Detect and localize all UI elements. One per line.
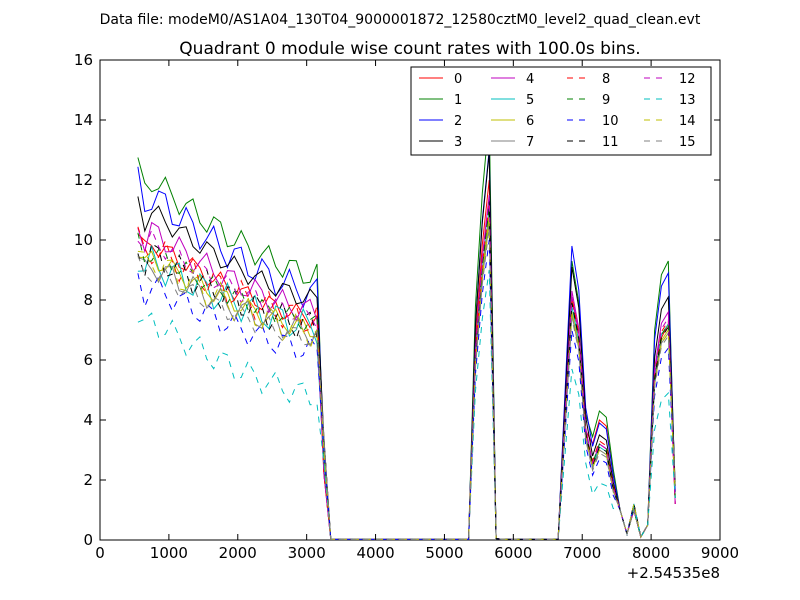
x-tick-label: 6000 — [494, 544, 532, 562]
x-tick-label: 7000 — [563, 544, 601, 562]
series-line-12 — [137, 197, 676, 540]
y-tick-label: 2 — [83, 471, 93, 489]
legend-label-0: 0 — [454, 72, 462, 87]
legend-label-10: 10 — [602, 114, 619, 129]
legend-label-2: 2 — [454, 114, 462, 129]
legend-label-13: 13 — [679, 93, 696, 108]
legend-label-15: 15 — [679, 135, 696, 150]
y-tick-label: 16 — [74, 51, 93, 69]
y-tick-label: 6 — [83, 351, 93, 369]
y-tick-label: 10 — [74, 231, 93, 249]
x-tick-label: 3000 — [288, 544, 326, 562]
legend-box — [410, 66, 712, 156]
legend-label-11: 11 — [602, 135, 619, 150]
legend-label-1: 1 — [454, 93, 462, 108]
legend-label-9: 9 — [602, 93, 610, 108]
legend-label-12: 12 — [679, 72, 696, 87]
x-tick-label: 0 — [95, 544, 105, 562]
x-tick-label: 8000 — [632, 544, 670, 562]
chart-title: Quadrant 0 module wise count rates with … — [179, 39, 640, 59]
y-tick-label: 0 — [83, 531, 93, 549]
tick-layer: 0 1000 2000 3000 4000 5000 6000 7000 8000 9000 0 2 4… — [74, 51, 739, 562]
x-offset-label: +2.54535e8 — [627, 564, 720, 582]
legend-label-14: 14 — [679, 114, 696, 129]
chart-suptitle: Data file: modeM0/AS1A04_130T04_90000018… — [100, 12, 701, 28]
series-line-15 — [137, 227, 676, 540]
legend-label-6: 6 — [526, 114, 534, 129]
legend-label-3: 3 — [454, 135, 462, 150]
series-line-13 — [137, 269, 676, 540]
x-tick-label: 5000 — [425, 544, 463, 562]
series-layer — [137, 116, 676, 540]
legend-label-5: 5 — [526, 93, 534, 108]
y-tick-label: 12 — [74, 171, 93, 189]
y-tick-label: 8 — [83, 291, 93, 309]
legend-label-7: 7 — [526, 135, 534, 150]
legend-label-8: 8 — [602, 72, 610, 87]
x-tick-label: 9000 — [701, 544, 739, 562]
y-tick-label: 4 — [83, 411, 93, 429]
x-tick-label: 4000 — [356, 544, 394, 562]
x-tick-label: 2000 — [219, 544, 257, 562]
legend-label-4: 4 — [526, 72, 534, 87]
y-tick-label: 14 — [74, 111, 93, 129]
x-tick-label: 1000 — [150, 544, 188, 562]
series-line-11 — [137, 200, 676, 540]
